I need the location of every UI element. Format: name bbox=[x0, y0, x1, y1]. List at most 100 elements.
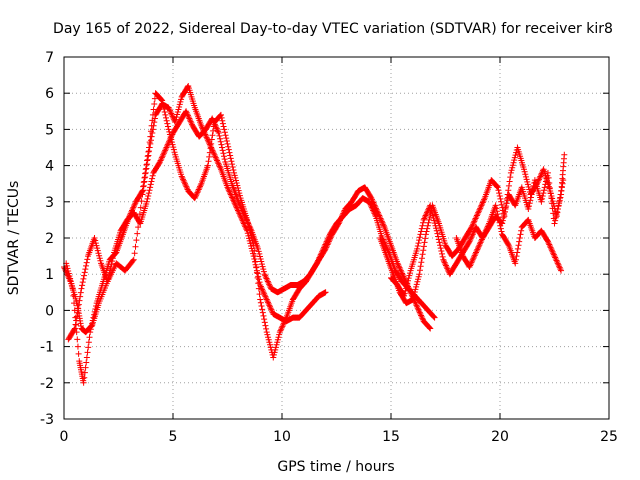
data-point bbox=[67, 275, 74, 282]
data-point bbox=[539, 195, 546, 202]
data-point bbox=[560, 177, 567, 184]
data-point bbox=[247, 224, 254, 231]
data-point bbox=[79, 279, 86, 286]
data-point bbox=[324, 237, 331, 244]
data-point bbox=[426, 216, 433, 223]
data-point bbox=[376, 214, 383, 221]
data-point bbox=[97, 257, 104, 264]
y-axis-label: SDTVAR / TECUs bbox=[6, 181, 22, 296]
data-point bbox=[444, 265, 451, 272]
data-point bbox=[263, 295, 270, 302]
data-point bbox=[473, 248, 480, 255]
data-point bbox=[136, 219, 143, 226]
data-point bbox=[471, 253, 478, 260]
data-point bbox=[323, 238, 330, 245]
data-point bbox=[156, 160, 163, 167]
data-point bbox=[478, 236, 485, 243]
data-point bbox=[378, 218, 385, 225]
data-point bbox=[186, 115, 193, 122]
data-point bbox=[274, 336, 281, 343]
data-point bbox=[368, 203, 375, 210]
data-point bbox=[69, 283, 76, 290]
data-point bbox=[322, 241, 329, 248]
data-point bbox=[132, 200, 139, 207]
data-point bbox=[535, 177, 542, 184]
data-point bbox=[246, 237, 253, 244]
data-point bbox=[507, 169, 514, 176]
data-point bbox=[220, 150, 227, 157]
data-point bbox=[214, 127, 221, 134]
data-point bbox=[225, 146, 232, 153]
y-tick-label: 7 bbox=[45, 50, 54, 66]
data-point bbox=[173, 114, 180, 121]
data-point bbox=[522, 171, 529, 178]
data-point bbox=[406, 270, 413, 277]
data-point bbox=[467, 262, 474, 269]
data-point bbox=[183, 183, 190, 190]
data-point bbox=[469, 231, 476, 238]
data-point bbox=[266, 302, 273, 309]
data-point bbox=[559, 180, 566, 187]
data-point bbox=[508, 167, 515, 174]
series-track-f bbox=[453, 151, 568, 270]
data-point bbox=[366, 200, 373, 207]
data-point bbox=[81, 269, 88, 276]
data-point bbox=[171, 149, 178, 156]
data-point bbox=[440, 256, 447, 263]
data-point bbox=[219, 120, 226, 127]
data-point bbox=[254, 274, 261, 281]
data-point bbox=[251, 255, 258, 262]
data-point bbox=[413, 283, 420, 290]
data-point bbox=[468, 259, 475, 266]
data-point bbox=[420, 247, 427, 254]
data-point bbox=[227, 191, 234, 198]
data-point bbox=[548, 200, 555, 207]
data-point bbox=[264, 276, 271, 283]
data-point bbox=[235, 198, 242, 205]
data-point bbox=[548, 245, 555, 252]
data-point bbox=[140, 179, 147, 186]
data-point bbox=[493, 182, 500, 189]
data-point bbox=[512, 152, 519, 159]
data-point bbox=[77, 289, 84, 296]
data-point bbox=[470, 255, 477, 262]
data-point bbox=[221, 156, 228, 163]
data-point bbox=[552, 254, 559, 261]
data-point bbox=[430, 215, 437, 222]
data-point bbox=[245, 220, 252, 227]
data-point bbox=[496, 190, 503, 197]
data-point bbox=[527, 197, 534, 204]
data-point bbox=[431, 220, 438, 227]
data-point bbox=[181, 180, 188, 187]
data-point bbox=[164, 141, 171, 148]
data-point bbox=[324, 235, 331, 242]
data-point bbox=[525, 183, 532, 190]
data-point bbox=[109, 255, 116, 262]
data-point bbox=[74, 336, 81, 343]
data-point bbox=[263, 296, 270, 303]
data-point bbox=[477, 205, 484, 212]
data-point bbox=[434, 230, 441, 237]
data-point bbox=[499, 217, 506, 224]
data-point bbox=[166, 138, 173, 145]
x-tick-label: 15 bbox=[382, 429, 400, 445]
data-point bbox=[258, 258, 265, 265]
data-point bbox=[520, 166, 527, 173]
data-point bbox=[231, 172, 238, 179]
data-point bbox=[82, 266, 89, 273]
data-point bbox=[146, 139, 153, 146]
data-point bbox=[258, 303, 265, 310]
data-point bbox=[536, 176, 543, 183]
data-point bbox=[256, 250, 263, 257]
data-point bbox=[221, 126, 228, 133]
data-point bbox=[261, 319, 268, 326]
data-point bbox=[372, 211, 379, 218]
data-point bbox=[91, 311, 98, 318]
data-point bbox=[282, 317, 289, 324]
data-point bbox=[224, 184, 231, 191]
data-point bbox=[228, 158, 235, 165]
data-point bbox=[418, 228, 425, 235]
data-point bbox=[541, 184, 548, 191]
data-point bbox=[84, 256, 91, 263]
data-point bbox=[185, 114, 192, 121]
